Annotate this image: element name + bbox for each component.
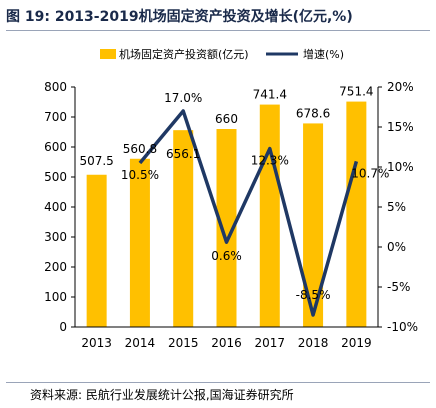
left-axis-tick-label: 400 <box>44 200 67 214</box>
x-axis-tick-label: 2013 <box>81 336 112 350</box>
bar-series <box>86 101 367 327</box>
bar <box>216 129 237 327</box>
left-axis: 0 100 200 300 400 500 600 700 800 <box>44 80 76 334</box>
x-axis-tick-label: 2015 <box>168 336 199 350</box>
bar <box>86 174 107 327</box>
right-axis: -10% -5% 0% 5% 10% 15% 20% <box>377 80 418 334</box>
right-axis-tick-label: 20% <box>387 80 414 94</box>
bar-value-label: 660 <box>215 112 238 126</box>
bar-value-label: 678.6 <box>296 106 330 120</box>
line-value-label: 10.5% <box>121 168 159 182</box>
left-axis-tick-label: 300 <box>44 230 67 244</box>
bar-data-labels: 507.5 560.8 656.1 660 741.4 678.6 751.4 <box>79 85 373 168</box>
line-data-labels: 10.5% 17.0% 0.6% 12.3% -8.5% 10.7% <box>121 91 390 302</box>
line-value-label: 10.7% <box>351 166 389 180</box>
left-axis-tick-label: 0 <box>59 320 67 334</box>
growth-line <box>138 109 359 317</box>
left-axis-tick-label: 800 <box>44 80 67 94</box>
line-series <box>138 109 359 317</box>
left-axis-tick-label: 200 <box>44 260 67 274</box>
right-axis-tick-label: -5% <box>387 280 410 294</box>
left-axis-tick-label: 100 <box>44 290 67 304</box>
chart-canvas: 机场固定资产投资额(亿元) 增速(%) 0 100 200 300 400 500 600 70… <box>44 47 418 350</box>
source-divider <box>6 382 430 383</box>
left-axis-tick-label: 600 <box>44 140 67 154</box>
x-axis: 2013 2014 2015 2016 2017 2018 2019 <box>75 326 378 350</box>
line-value-label: -8.5% <box>296 288 331 302</box>
x-axis-tick-label: 2017 <box>255 336 286 350</box>
right-axis-tick-label: 0% <box>387 240 406 254</box>
right-axis-tick-label: -10% <box>387 320 418 334</box>
line-value-label: 0.6% <box>211 249 242 263</box>
legend-line-label: 增速(%) <box>303 47 344 61</box>
bar <box>346 101 367 327</box>
line-value-label: 17.0% <box>164 91 202 105</box>
bar <box>259 104 280 327</box>
title-divider <box>6 30 430 31</box>
right-axis-tick-label: 10% <box>387 160 414 174</box>
x-axis-tick-label: 2018 <box>298 336 329 350</box>
legend: 机场固定资产投资额(亿元) 增速(%) <box>100 47 344 61</box>
legend-bar-label: 机场固定资产投资额(亿元) <box>119 47 249 61</box>
bar-value-label: 741.4 <box>253 88 287 102</box>
x-axis-tick-label: 2016 <box>211 336 242 350</box>
right-axis-tick-label: 5% <box>387 200 406 214</box>
bar-value-label: 560.8 <box>123 142 157 156</box>
chart-title: 图 19: 2013-2019机场固定资产投资及增长(亿元,%) <box>6 9 353 25</box>
bar-value-label: 656.1 <box>166 147 200 161</box>
bar-value-label: 751.4 <box>339 85 373 99</box>
left-axis-tick-label: 700 <box>44 110 67 124</box>
bar <box>173 130 194 327</box>
bar <box>129 158 150 327</box>
x-axis-tick-label: 2014 <box>125 336 156 350</box>
bar-value-label: 507.5 <box>79 154 113 168</box>
legend-bar-swatch <box>100 49 116 59</box>
source-note: 资料来源: 民航行业发展统计公报,国海证券研究所 <box>30 388 294 402</box>
x-axis-tick-label: 2019 <box>341 336 372 350</box>
left-axis-tick-label: 500 <box>44 170 67 184</box>
bar <box>303 123 324 327</box>
line-value-label: 12.3% <box>251 154 289 168</box>
right-axis-tick-label: 15% <box>387 120 414 134</box>
